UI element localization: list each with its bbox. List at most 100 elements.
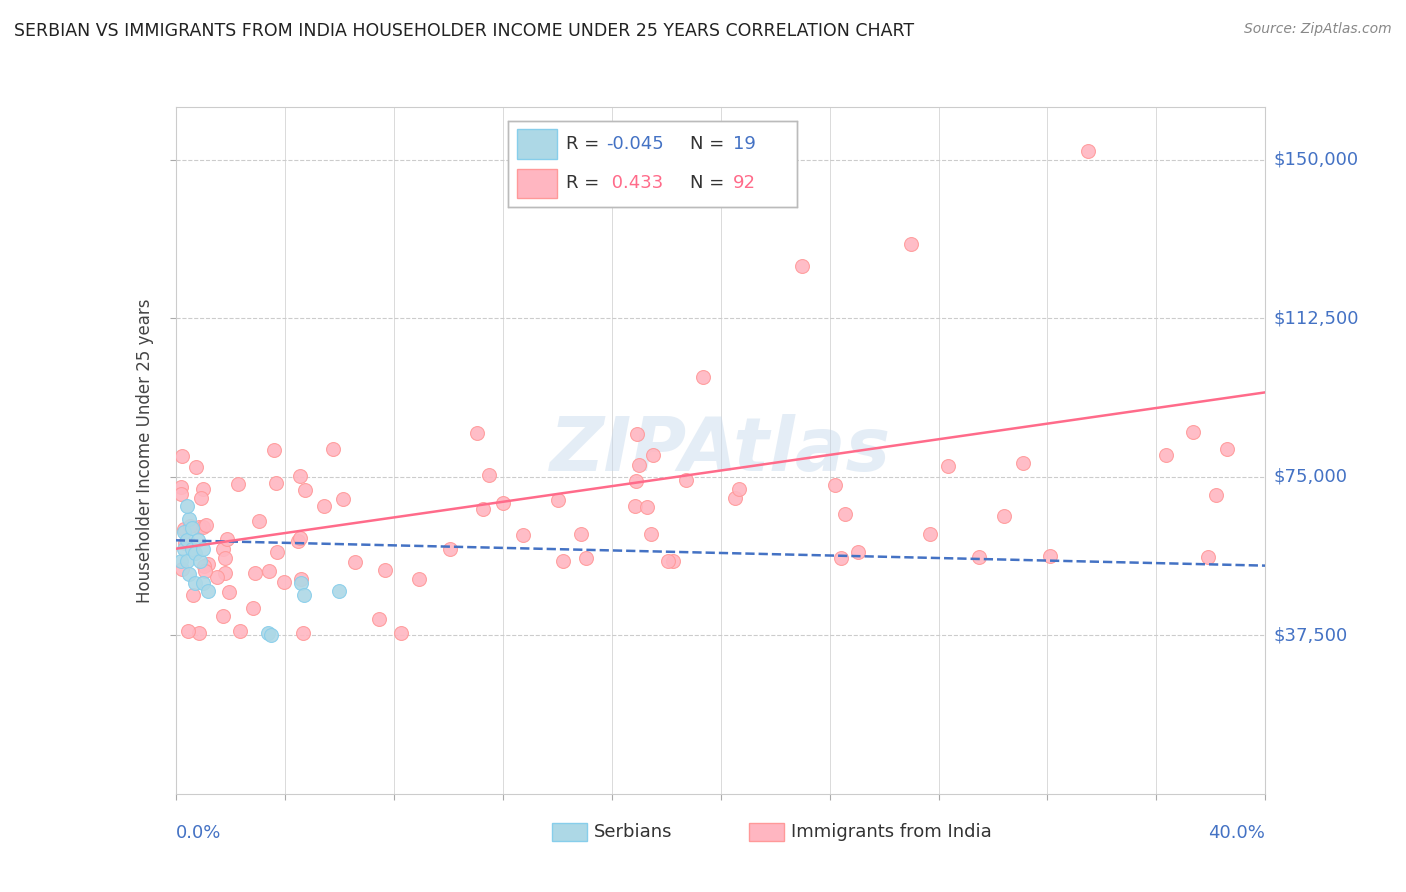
Point [226, 477, 249, 491]
Point [218, 585, 240, 599]
Point [188, 554, 211, 568]
Point [257, 564, 280, 578]
Point [176, 500, 198, 514]
Point [173, 541, 195, 556]
Text: N =: N = [690, 135, 730, 153]
Point [214, 566, 236, 580]
Point [247, 514, 270, 528]
Point [194, 564, 217, 578]
Point [211, 542, 233, 557]
Point [368, 612, 391, 626]
Point [187, 626, 209, 640]
Text: 19: 19 [734, 135, 756, 153]
Point [478, 468, 501, 483]
Point [936, 458, 959, 473]
Point [173, 522, 195, 536]
Point [186, 459, 208, 474]
Point [628, 458, 651, 472]
Text: N =: N = [690, 175, 730, 193]
Point [1182, 425, 1205, 439]
Point [641, 448, 664, 462]
Point [727, 482, 749, 496]
Point [332, 491, 354, 506]
Point [205, 570, 228, 584]
Point [170, 554, 193, 568]
Point [551, 554, 574, 568]
Point [176, 554, 198, 568]
Point [290, 572, 312, 586]
Text: R =: R = [565, 175, 605, 193]
Point [692, 369, 714, 384]
Point [184, 575, 207, 590]
Point [190, 491, 212, 505]
Text: $150,000: $150,000 [1274, 151, 1358, 169]
Point [846, 545, 869, 559]
Point [288, 469, 311, 483]
Point [186, 533, 209, 548]
Point [312, 500, 335, 514]
Point [344, 555, 367, 569]
Point [191, 520, 214, 534]
Point [195, 517, 218, 532]
Point [624, 474, 647, 488]
Point [465, 425, 488, 440]
Point [179, 519, 201, 533]
Point [242, 601, 264, 615]
Point [287, 533, 309, 548]
Point [374, 563, 396, 577]
Point [172, 449, 194, 463]
Point [290, 575, 312, 590]
Point [547, 493, 569, 508]
Point [1012, 456, 1035, 470]
Text: -0.045: -0.045 [606, 135, 664, 153]
Point [626, 427, 648, 442]
Point [575, 551, 598, 566]
Text: $75,000: $75,000 [1274, 468, 1348, 486]
Point [170, 487, 193, 501]
Point [181, 541, 204, 556]
Text: SERBIAN VS IMMIGRANTS FROM INDIA HOUSEHOLDER INCOME UNDER 25 YEARS CORRELATION C: SERBIAN VS IMMIGRANTS FROM INDIA HOUSEHO… [14, 22, 914, 40]
Point [273, 574, 295, 589]
Point [193, 558, 215, 573]
Y-axis label: Householder Income Under 25 years: Householder Income Under 25 years [136, 298, 155, 603]
Point [724, 491, 747, 505]
Point [214, 550, 236, 565]
Point [170, 561, 193, 575]
Point [675, 473, 697, 487]
Point [179, 567, 201, 582]
Text: 92: 92 [734, 175, 756, 193]
Point [215, 532, 238, 546]
Point [184, 546, 207, 560]
Point [176, 533, 198, 548]
Point [173, 524, 195, 539]
Text: 0.0%: 0.0% [176, 824, 221, 842]
Point [322, 442, 344, 456]
Point [1205, 488, 1227, 502]
Text: ZIPAtlas: ZIPAtlas [550, 414, 891, 487]
Text: Serbians: Serbians [593, 823, 672, 841]
Point [328, 584, 350, 599]
Point [170, 480, 193, 494]
Point [1039, 549, 1062, 564]
Point [288, 532, 311, 546]
Point [492, 496, 515, 510]
Point [636, 500, 658, 514]
Point [292, 588, 315, 602]
Point [967, 550, 990, 565]
Point [471, 501, 494, 516]
Point [1198, 550, 1220, 565]
Point [294, 483, 316, 498]
Point [439, 542, 461, 557]
Point [830, 551, 852, 566]
Point [260, 628, 283, 642]
Text: 40.0%: 40.0% [1209, 824, 1265, 842]
Bar [517, 129, 557, 159]
Point [193, 482, 215, 496]
Text: R =: R = [565, 135, 605, 153]
Point [187, 519, 209, 533]
Point [181, 520, 204, 534]
Point [197, 558, 219, 572]
Point [657, 554, 679, 568]
Point [408, 572, 430, 586]
Point [179, 512, 201, 526]
